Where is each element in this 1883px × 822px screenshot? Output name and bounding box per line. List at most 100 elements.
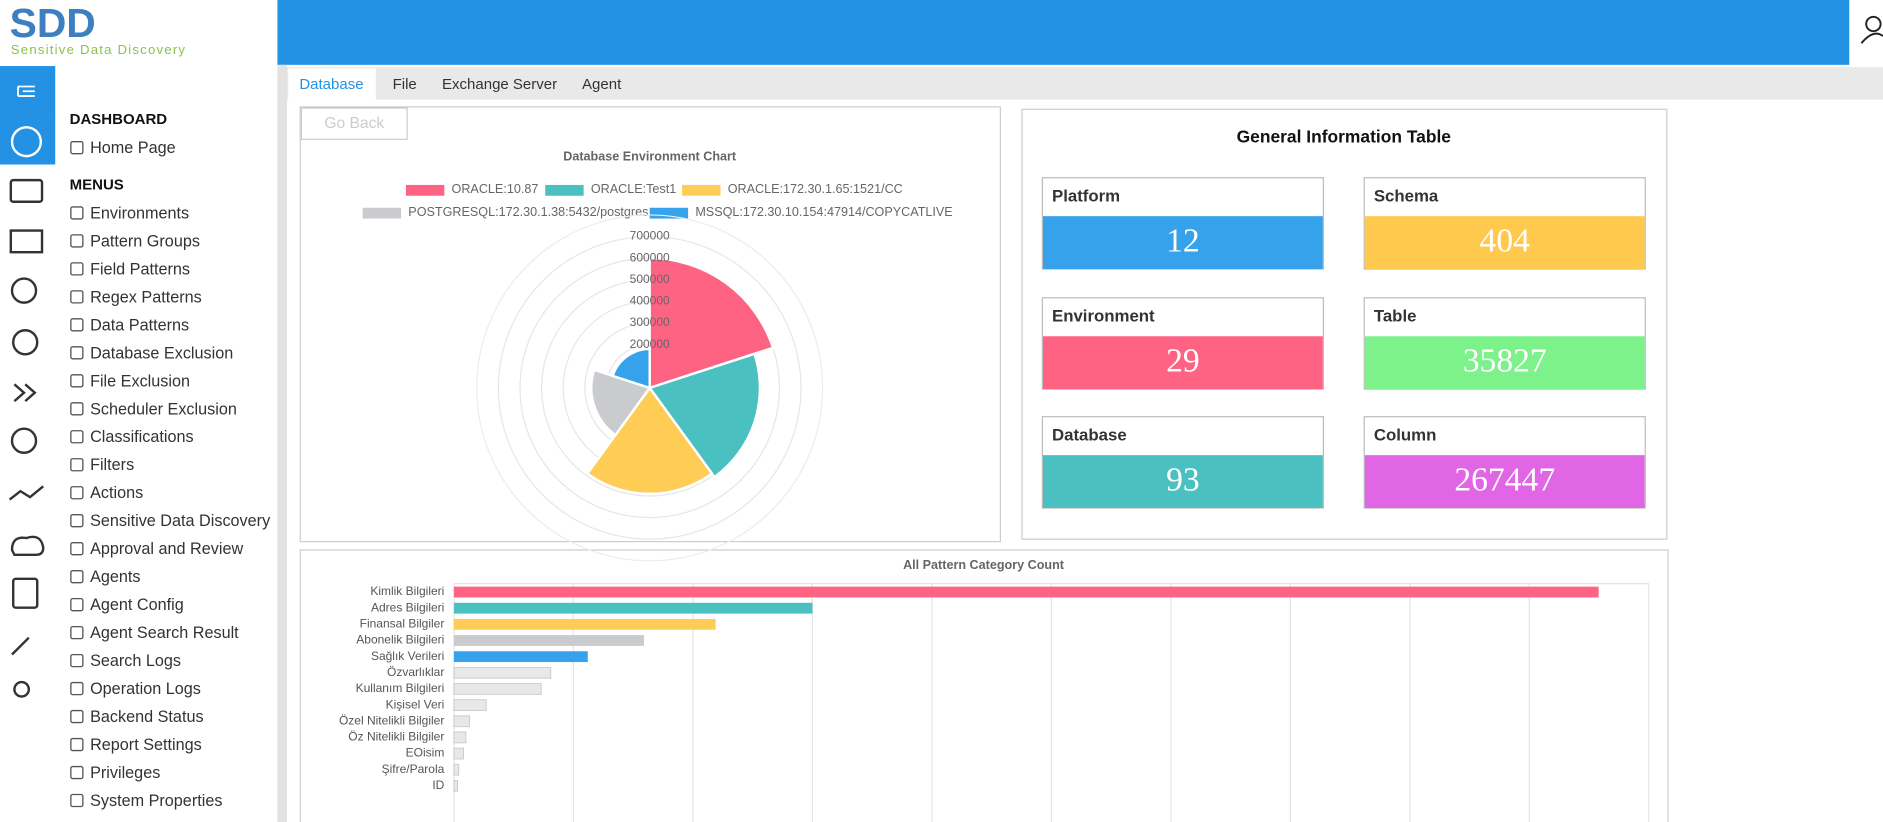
menu-item[interactable]: Pattern Groups	[90, 232, 200, 250]
menu-item[interactable]: Operation Logs	[90, 680, 201, 698]
y-tick-label: Kullanım Bilgileri	[356, 681, 445, 695]
menu-icon	[70, 290, 84, 304]
nav-icon[interactable]	[13, 383, 37, 403]
tab[interactable]: File	[393, 76, 417, 93]
menu-icon	[70, 765, 84, 780]
polar-segment	[611, 347, 651, 390]
card-value: 267447	[1454, 461, 1555, 498]
bar	[453, 763, 460, 776]
card-value: 12	[1166, 223, 1200, 260]
r-tick-label: 400000	[630, 294, 670, 308]
card-label: Database	[1052, 425, 1127, 444]
menu-item[interactable]: Filters	[90, 456, 134, 474]
nav-icon[interactable]	[9, 229, 44, 254]
y-tick-label: Özvarlıklar	[387, 665, 444, 679]
menu-item[interactable]: Data Patterns	[90, 316, 189, 334]
nav-icon[interactable]	[8, 485, 44, 501]
menu-icon	[70, 570, 84, 584]
card-value-bg	[1042, 455, 1323, 508]
info-title: General Information Table	[1237, 127, 1452, 147]
y-tick-label: ID	[432, 778, 444, 792]
legend-label: ORACLE:Test1	[591, 182, 676, 196]
nav-icon[interactable]	[11, 636, 30, 656]
tab-bar	[287, 67, 1883, 100]
nav-icon[interactable]	[10, 427, 38, 454]
nav-icon[interactable]	[10, 535, 45, 557]
user-icon	[1860, 32, 1883, 44]
go-back-button[interactable]	[300, 107, 408, 140]
menu-icon	[70, 262, 84, 276]
menu-item[interactable]: System Properties	[90, 792, 222, 810]
y-tick-label: Özel Nitelikli Bilgiler	[339, 713, 444, 727]
y-tick-label: Sağlık Verileri	[371, 649, 444, 663]
menu-section: MENUS	[70, 176, 124, 193]
menu-item[interactable]: Agent Config	[90, 596, 184, 614]
menu-icon	[70, 793, 84, 808]
nav-icon[interactable]	[12, 577, 39, 609]
menu-item[interactable]: Sensitive Data Discovery	[90, 512, 271, 530]
card-label: Schema	[1374, 186, 1439, 205]
legend-label: MSSQL:172.30.10.154:47914/COPYCATLIVE	[695, 205, 952, 219]
card-value: 404	[1480, 223, 1531, 260]
menu-icon	[70, 141, 84, 155]
nav-icon[interactable]	[12, 329, 39, 356]
toggle-icon	[17, 85, 35, 97]
menu-icon	[70, 346, 84, 360]
menu-icon	[70, 542, 84, 556]
legend-label: POSTGRESQL:172.30.1.38:5432/postgres	[408, 205, 648, 219]
nav-icon[interactable]	[9, 178, 44, 203]
tab[interactable]: Agent	[582, 76, 622, 93]
menu-item[interactable]: Environments	[90, 204, 189, 222]
header-bar	[277, 0, 1850, 65]
menu-item[interactable]: Regex Patterns	[90, 288, 202, 306]
nav-icon[interactable]	[10, 277, 38, 304]
bar	[453, 586, 1599, 598]
menu-icon	[70, 206, 84, 220]
menu-item[interactable]: Backend Status	[90, 708, 203, 726]
card-value-bg	[1042, 336, 1323, 390]
nav-icons	[8, 178, 45, 698]
tab[interactable]: Database	[299, 76, 363, 93]
card-value: 35827	[1463, 343, 1547, 380]
legend-swatch	[405, 184, 445, 196]
menu-item[interactable]: Approval and Review	[90, 540, 243, 558]
menu-icon	[70, 514, 84, 528]
tab[interactable]: Exchange Server	[442, 76, 557, 93]
menu-item[interactable]: Scheduler Exclusion	[90, 400, 237, 418]
menu-icon	[70, 625, 84, 640]
polar-segment	[585, 385, 714, 496]
menu-icon	[70, 402, 84, 416]
menu-item[interactable]: Privileges	[90, 764, 160, 782]
menu-icon	[70, 486, 84, 500]
logo: SDD	[10, 0, 96, 46]
menu-icon	[70, 681, 84, 696]
bar	[453, 779, 459, 792]
bar	[453, 635, 644, 646]
menu-item[interactable]: Database Exclusion	[90, 344, 233, 362]
menu-icon	[70, 458, 84, 472]
menu-item[interactable]: Search Logs	[90, 652, 181, 670]
menu-item[interactable]: Field Patterns	[90, 260, 190, 278]
active-tab[interactable]	[288, 68, 376, 101]
menu-item[interactable]: Agents	[90, 568, 140, 586]
bar	[453, 602, 813, 614]
y-tick-label: Kimlik Bilgileri	[370, 584, 444, 598]
y-tick-label: EOisim	[406, 746, 445, 760]
nav-icon[interactable]	[13, 680, 31, 698]
menu-item[interactable]: Report Settings	[90, 736, 202, 754]
menu-item[interactable]: Home Page	[90, 139, 176, 157]
dashboard-nav[interactable]	[0, 116, 56, 165]
bar	[453, 666, 552, 679]
user-box[interactable]	[1849, 0, 1883, 65]
grid-circle	[497, 235, 802, 540]
menu-item[interactable]: File Exclusion	[90, 372, 190, 390]
grid-circle	[476, 214, 824, 562]
y-tick-label: Finansal Bilgiler	[360, 617, 445, 631]
bar	[453, 618, 716, 630]
bar	[453, 699, 487, 711]
menu-item[interactable]: Actions	[90, 484, 143, 502]
y-tick-label: Kişisel Veri	[386, 697, 445, 711]
menu-item[interactable]: Classifications	[90, 428, 194, 446]
menu-item[interactable]: Agent Search Result	[90, 624, 239, 642]
